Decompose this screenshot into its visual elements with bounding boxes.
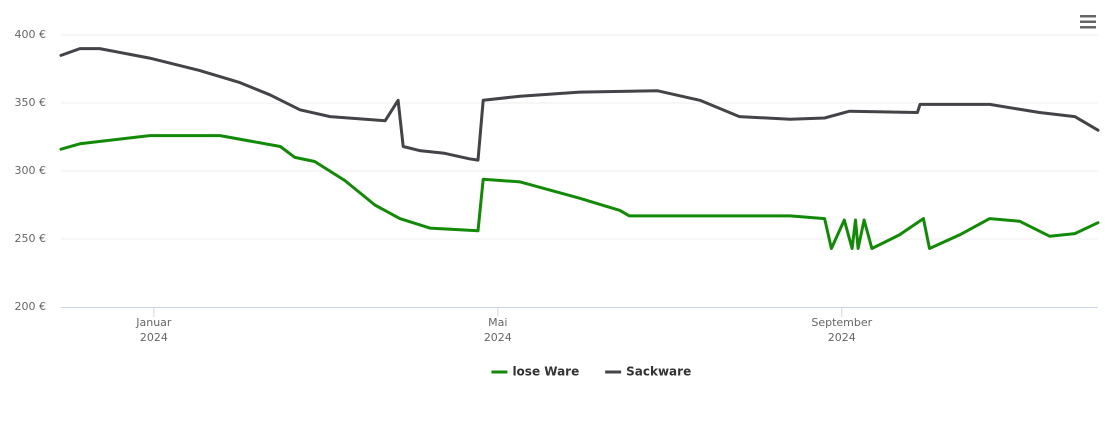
legend-label: lose Ware	[512, 365, 579, 379]
x-tick-year: 2024	[140, 331, 168, 344]
x-tick-label: Mai	[488, 316, 507, 329]
x-tick-label: September	[811, 316, 872, 329]
x-tick-year: 2024	[828, 331, 856, 344]
legend-item[interactable]: Sackware	[605, 365, 691, 379]
y-tick-label: 350 €	[15, 96, 47, 109]
series-line	[59, 47, 1100, 162]
x-tick-year: 2024	[484, 331, 512, 344]
y-tick-label: 400 €	[15, 28, 47, 41]
series-line	[59, 134, 1100, 250]
menu-bar	[1080, 26, 1096, 29]
y-tick-label: 300 €	[15, 164, 47, 177]
legend: lose Ware Sackware	[491, 365, 691, 379]
menu-bar	[1080, 15, 1096, 18]
legend-item[interactable]: lose Ware	[491, 365, 579, 379]
menu-button[interactable]	[1076, 12, 1100, 32]
legend-label: Sackware	[626, 365, 691, 379]
x-tick-label: Januar	[135, 316, 172, 329]
menu-bar	[1080, 20, 1096, 23]
y-tick-label: 250 €	[15, 232, 47, 245]
y-tick-label: 200 €	[15, 300, 47, 313]
